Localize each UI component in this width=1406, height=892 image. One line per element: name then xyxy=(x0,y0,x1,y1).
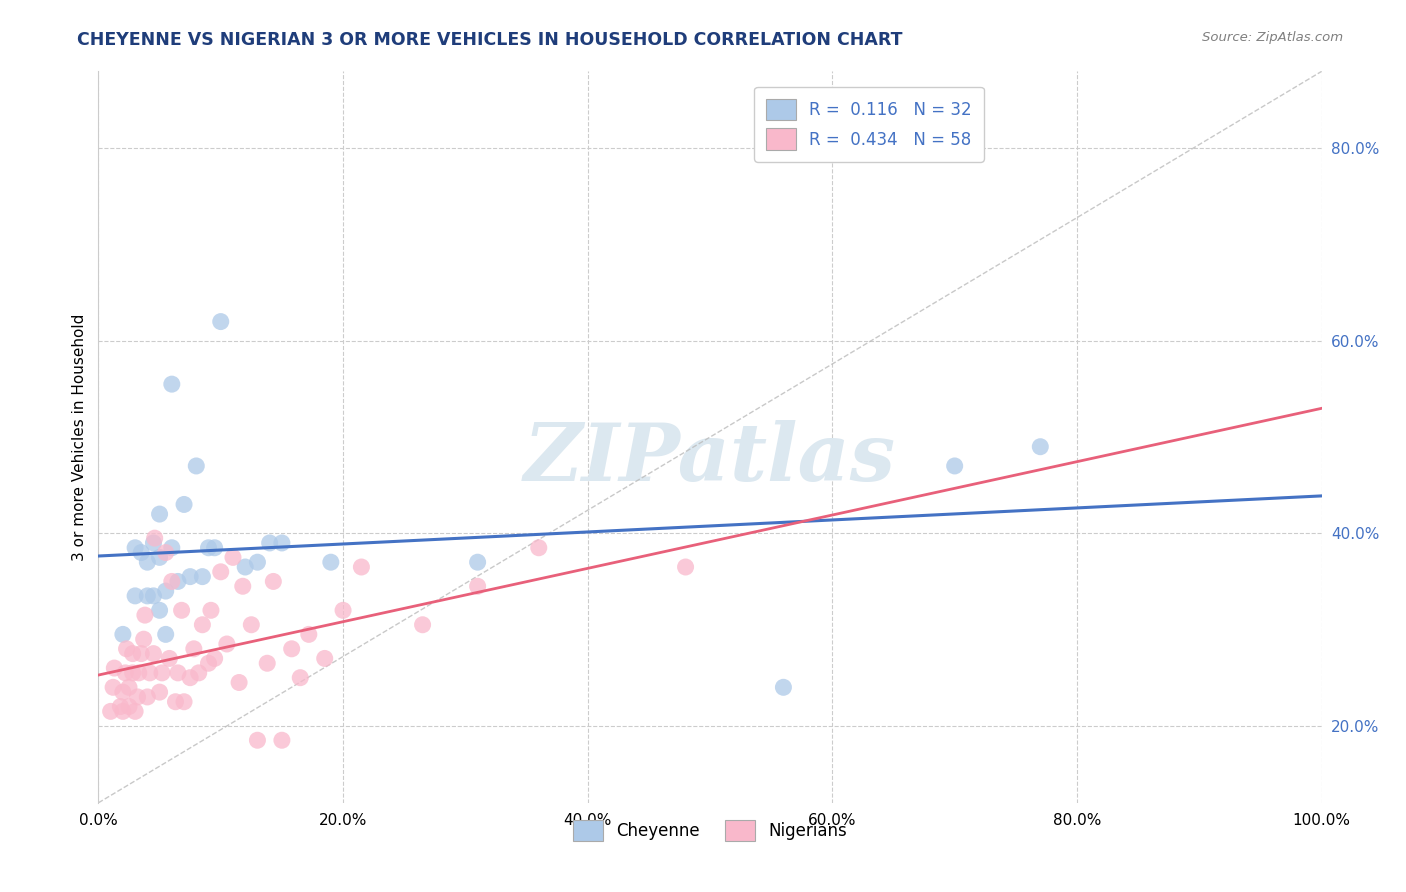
Point xyxy=(240,617,263,632)
Point xyxy=(256,657,278,671)
Point xyxy=(114,665,136,680)
Point xyxy=(132,632,155,647)
Point xyxy=(139,665,162,680)
Point xyxy=(170,603,193,617)
Point xyxy=(142,589,165,603)
Point xyxy=(204,541,226,555)
Point xyxy=(124,705,146,719)
Point xyxy=(197,657,219,671)
Point xyxy=(943,458,966,473)
Point xyxy=(167,574,190,589)
Point xyxy=(136,555,159,569)
Point xyxy=(262,574,284,589)
Point xyxy=(127,690,149,704)
Text: ZIPatlas: ZIPatlas xyxy=(524,420,896,498)
Point xyxy=(228,675,250,690)
Point xyxy=(160,377,183,392)
Point xyxy=(111,627,134,641)
Point xyxy=(270,536,294,550)
Point xyxy=(155,545,177,559)
Point xyxy=(118,681,141,695)
Point xyxy=(160,541,183,555)
Point xyxy=(110,699,132,714)
Point xyxy=(246,555,269,569)
Point xyxy=(259,536,281,550)
Point xyxy=(186,458,208,473)
Point xyxy=(149,507,172,521)
Point xyxy=(467,579,489,593)
Point xyxy=(115,641,138,656)
Point xyxy=(200,603,222,617)
Text: CHEYENNE VS NIGERIAN 3 OR MORE VEHICLES IN HOUSEHOLD CORRELATION CHART: CHEYENNE VS NIGERIAN 3 OR MORE VEHICLES … xyxy=(77,31,903,49)
Point xyxy=(350,560,373,574)
Point xyxy=(197,541,219,555)
Legend: Cheyenne, Nigerians: Cheyenne, Nigerians xyxy=(565,811,855,849)
Y-axis label: 3 or more Vehicles in Household: 3 or more Vehicles in Household xyxy=(72,313,87,561)
Point xyxy=(149,603,172,617)
Point xyxy=(111,685,134,699)
Point xyxy=(129,545,152,559)
Point xyxy=(167,665,190,680)
Point xyxy=(183,641,205,656)
Point xyxy=(157,651,180,665)
Point xyxy=(270,733,294,747)
Point xyxy=(675,560,697,574)
Point xyxy=(191,569,214,583)
Point xyxy=(1029,440,1052,454)
Point xyxy=(165,695,187,709)
Point xyxy=(412,617,434,632)
Point xyxy=(332,603,354,617)
Point xyxy=(101,681,124,695)
Point xyxy=(136,589,159,603)
Point xyxy=(290,671,312,685)
Point xyxy=(155,584,177,599)
Point xyxy=(187,665,209,680)
Point xyxy=(232,579,254,593)
Point xyxy=(209,315,232,329)
Point xyxy=(136,690,159,704)
Point xyxy=(280,641,302,656)
Text: Source: ZipAtlas.com: Source: ZipAtlas.com xyxy=(1202,31,1343,45)
Point xyxy=(100,705,122,719)
Point xyxy=(111,705,134,719)
Point xyxy=(772,681,794,695)
Point xyxy=(103,661,125,675)
Point xyxy=(149,550,172,565)
Point xyxy=(160,574,183,589)
Point xyxy=(121,647,143,661)
Point xyxy=(149,685,172,699)
Point xyxy=(298,627,321,641)
Point xyxy=(142,647,165,661)
Point xyxy=(319,555,342,569)
Point xyxy=(191,617,214,632)
Point xyxy=(121,665,143,680)
Point xyxy=(173,695,195,709)
Point xyxy=(314,651,336,665)
Point xyxy=(124,541,146,555)
Point xyxy=(155,627,177,641)
Point xyxy=(215,637,238,651)
Point xyxy=(150,665,173,680)
Point xyxy=(179,569,201,583)
Point xyxy=(142,536,165,550)
Point xyxy=(527,541,550,555)
Point xyxy=(233,560,256,574)
Point xyxy=(467,555,489,569)
Point xyxy=(209,565,232,579)
Point xyxy=(179,671,201,685)
Point xyxy=(246,733,269,747)
Point xyxy=(204,651,226,665)
Point xyxy=(118,699,141,714)
Point xyxy=(173,498,195,512)
Point xyxy=(143,531,166,545)
Point xyxy=(222,550,245,565)
Point xyxy=(128,665,150,680)
Point xyxy=(134,608,156,623)
Point xyxy=(129,647,152,661)
Point xyxy=(124,589,146,603)
